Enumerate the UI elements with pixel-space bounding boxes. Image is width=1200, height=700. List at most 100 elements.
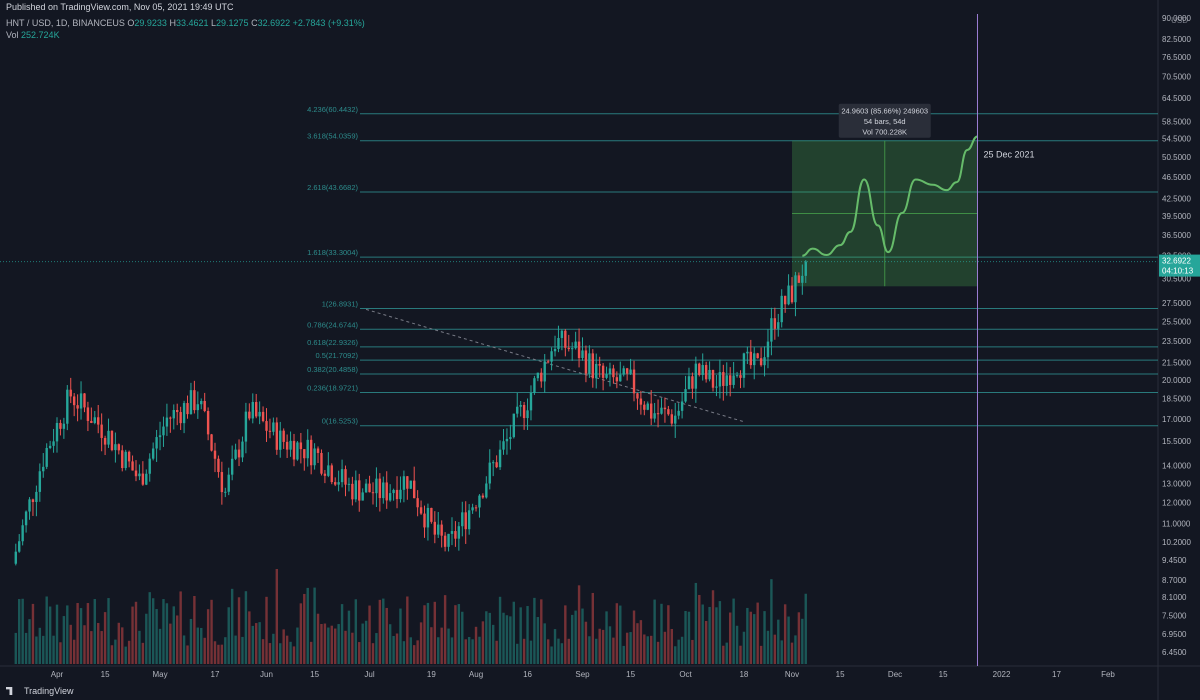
- candle-body: [540, 372, 543, 382]
- candle-body: [241, 441, 244, 458]
- volume-bar: [756, 602, 759, 664]
- y-tick-label: 12.0000: [1162, 499, 1191, 508]
- volume-bar: [224, 637, 227, 664]
- candle-body: [440, 524, 443, 536]
- volume-bar: [533, 597, 536, 664]
- volume-bar: [797, 612, 801, 664]
- candle-body: [467, 510, 471, 530]
- volume-bar: [303, 593, 306, 664]
- volume-bar: [279, 643, 282, 664]
- candle-body: [169, 417, 172, 419]
- candle-body: [344, 469, 347, 485]
- candle-body: [766, 341, 770, 358]
- candle-body: [677, 410, 680, 416]
- candle-body: [182, 403, 186, 424]
- volume-bar: [172, 606, 175, 664]
- projection-tooltip-line: 24.9603 (85.66%) 249603: [841, 107, 928, 116]
- x-tick-label: Feb: [1101, 670, 1115, 679]
- candle-body: [502, 441, 505, 450]
- volume-bar: [632, 610, 636, 664]
- candle-body: [138, 473, 141, 477]
- candle-body: [522, 405, 526, 419]
- volume-bar: [296, 627, 299, 664]
- candle-body: [145, 473, 148, 485]
- candle-body: [220, 472, 224, 493]
- fib-level-label: 3.618(54.0359): [307, 132, 358, 141]
- volume-bar: [471, 639, 474, 664]
- y-tick-label: 13.0000: [1162, 479, 1191, 488]
- volume-bar: [766, 630, 770, 664]
- x-tick-label: 17: [1052, 670, 1061, 679]
- volume-bar: [399, 608, 402, 664]
- candle-body: [303, 449, 306, 459]
- volume-bar: [646, 636, 649, 664]
- candle-body: [529, 392, 533, 411]
- volume-bar: [413, 645, 416, 664]
- candle-body: [385, 482, 388, 501]
- volume-bar: [485, 611, 488, 664]
- legend-symbol: HNT / USD, 1D, BINANCEUS: [6, 18, 125, 28]
- volume-bar: [739, 645, 742, 664]
- volume-bar: [162, 599, 165, 664]
- candle-body: [66, 389, 69, 424]
- candle-body: [90, 420, 93, 423]
- y-tick-label: 15.5000: [1162, 437, 1191, 446]
- candle-body: [533, 378, 536, 393]
- volume-bar: [361, 623, 364, 664]
- volume-bar: [742, 631, 746, 664]
- candle-body: [732, 375, 735, 385]
- volume-bar: [557, 638, 560, 664]
- candle-body: [155, 437, 158, 449]
- volume-bar: [148, 592, 151, 664]
- volume-bar: [467, 637, 471, 664]
- candle-body: [722, 372, 725, 386]
- candle-body: [454, 531, 457, 539]
- candle-body: [55, 422, 59, 442]
- legend-ohlc-row: HNT / USD, 1D, BINANCEUS O29.9233 H33.46…: [6, 17, 365, 29]
- volume-bar: [605, 611, 608, 664]
- volume-bar: [292, 646, 296, 664]
- volume-bar: [189, 618, 193, 664]
- candle-body: [491, 462, 495, 464]
- candle-body: [684, 389, 687, 402]
- volume-bar: [114, 639, 117, 664]
- volume-bar: [248, 611, 251, 664]
- tradingview-brand[interactable]: TradingView: [6, 686, 74, 696]
- volume-bar: [770, 579, 773, 664]
- candle-body: [402, 476, 406, 490]
- candle-body: [478, 495, 481, 508]
- candle-body: [141, 473, 145, 485]
- candle-body: [110, 430, 114, 451]
- volume-bar: [601, 629, 605, 664]
- volume-bar: [155, 609, 158, 664]
- volume-bar: [680, 636, 684, 664]
- volume-bar: [340, 604, 344, 664]
- x-tick-label: Jun: [260, 670, 273, 679]
- candle-body: [327, 465, 330, 476]
- candle-body: [358, 480, 361, 501]
- volume-bar: [158, 628, 162, 664]
- candle-body: [443, 535, 447, 547]
- candle-body: [787, 285, 790, 305]
- volume-bar: [165, 603, 169, 664]
- volume-bar: [608, 626, 612, 664]
- volume-bar: [801, 618, 804, 664]
- volume-bar: [670, 628, 674, 664]
- candle-body: [670, 414, 674, 424]
- volume-bar: [516, 643, 519, 664]
- legend-vol-label: Vol: [6, 30, 19, 40]
- candle-body: [433, 521, 437, 535]
- volume-bar: [553, 629, 557, 664]
- volume-bar: [454, 605, 457, 664]
- candle-body: [735, 375, 739, 377]
- candle-body: [485, 483, 488, 498]
- candle-body: [619, 374, 622, 382]
- x-tick-label: Apr: [51, 670, 64, 679]
- volume-bar: [636, 623, 639, 664]
- candle-body: [763, 357, 766, 366]
- volume-bar: [715, 607, 718, 664]
- y-tick-label: 42.5000: [1162, 194, 1191, 203]
- y-tick-label: 10.2000: [1162, 538, 1191, 547]
- candle-body: [598, 363, 601, 366]
